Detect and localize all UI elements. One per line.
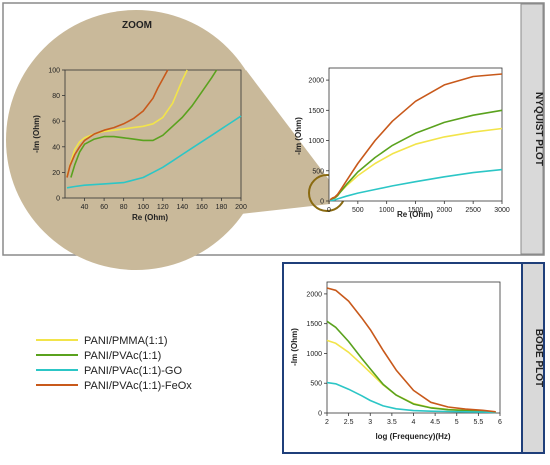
bode-y-tick-label: 1500: [306, 321, 322, 328]
nyquist-x-tick-label: 2500: [465, 207, 481, 214]
legend-label: PANI/PVAc(1:1)-FeOx: [84, 380, 192, 392]
legend-item: PANI/PVAc(1:1)-FeOx: [36, 380, 192, 392]
bode-x-label: log (Frequency)(Hz): [375, 432, 450, 441]
bode-y-tick-label: 2000: [306, 291, 322, 298]
legend-item: PANI/PVAc(1:1): [36, 350, 161, 362]
nyquist-y-tick-label: 1500: [308, 108, 324, 115]
zoom-series-line: [66, 115, 242, 189]
zoom-x-label: Re (Ohm): [132, 213, 168, 222]
nyquist-x-tick-label: 1000: [379, 207, 395, 214]
zoom-y-tick-label: 20: [52, 170, 60, 177]
bode-x-tick-label: 3.5: [387, 419, 397, 426]
nyquist-x-tick-label: 2000: [437, 207, 453, 214]
zoom-y-tick-label: 100: [48, 68, 60, 75]
zoom-x-tick-label: 120: [157, 204, 169, 211]
nyquist-series-line: [330, 168, 503, 202]
bode-x-tick-label: 4: [412, 419, 416, 426]
nyquist-x-tick-label: 1500: [408, 207, 424, 214]
zoom-y-tick-label: 40: [52, 144, 60, 151]
nyquist-x-tick-label: 0: [327, 207, 331, 214]
bode-y-tick-label: 1000: [306, 351, 322, 358]
bode-x-tick-label: 5.5: [474, 419, 484, 426]
nyquist-x-tick-label: 3000: [494, 207, 510, 214]
zoom-title: ZOOM: [122, 20, 152, 31]
zoom-y-tick-label: 60: [52, 119, 60, 126]
nyquist-side-tab: [520, 3, 544, 255]
zoom-y-tick-label: 80: [52, 93, 60, 100]
bode-x-tick-label: 5: [455, 419, 459, 426]
nyquist-side-label: NYQUIST PLOT: [533, 92, 544, 166]
zoom-x-tick-label: 100: [137, 204, 149, 211]
nyquist-y-tick-label: 500: [312, 168, 324, 175]
nyquist-plot-area: [328, 67, 503, 202]
zoom-x-tick-label: 40: [81, 204, 89, 211]
bode-x-tick-label: 3: [368, 419, 372, 426]
bode-y-label: -Im (Ohm): [290, 328, 299, 366]
bode-side-label: BODE PLOT: [533, 329, 544, 387]
zoom-x-tick-label: 80: [120, 204, 128, 211]
bode-y-tick-label: 0: [318, 411, 322, 418]
zoom-y-tick-label: 0: [56, 196, 60, 203]
zoom-series-line: [70, 69, 218, 178]
bode-series-line: [326, 381, 496, 414]
zoom-x-tick-label: 60: [100, 204, 108, 211]
legend-item: PANI/PVAc(1:1)-GO: [36, 365, 182, 377]
zoom-x-tick-label: 140: [176, 204, 188, 211]
legend-item: PANI/PMMA(1:1): [36, 335, 168, 347]
bode-series-line: [326, 320, 496, 413]
bode-x-tick-label: 4.5: [430, 419, 440, 426]
bode-x-tick-label: 6: [498, 419, 502, 426]
zoom-chart: 40 60 80 100 120 140 160 180 200 0 20 40 60 80 100 Re …: [32, 68, 247, 223]
nyquist-x-label: Re (Ohm): [397, 210, 433, 219]
zoom-y-label: -Im (Ohm): [32, 115, 41, 153]
nyquist-series-line: [329, 109, 503, 201]
nyquist-series-line: [329, 73, 503, 201]
bode-series-line: [326, 287, 496, 413]
bode-chart: 2 2.5 3 3.5 4 4.5 5 5.5 6 0 500 1000 1500 2000 log (F…: [290, 281, 502, 441]
nyquist-y-tick-label: 2000: [308, 78, 324, 85]
bode-x-tick-label: 2.5: [344, 419, 354, 426]
legend-label: PANI/PVAc(1:1)-GO: [84, 365, 182, 377]
bode-side-tab: [521, 262, 545, 454]
nyquist-y-tick-label: 1000: [308, 138, 324, 145]
zoom-series-line: [66, 69, 188, 177]
zoom-x-tick-label: 180: [216, 204, 228, 211]
nyquist-y-tick-label: 0: [320, 199, 324, 206]
bode-y-tick-label: 500: [310, 381, 322, 388]
zoom-x-tick-label: 160: [196, 204, 208, 211]
zoom-series-line: [66, 69, 169, 178]
zoom-x-tick-label: 200: [235, 204, 247, 211]
legend-label: PANI/PVAc(1:1): [84, 350, 161, 362]
legend: PANI/PMMA(1:1) PANI/PVAc(1:1) PANI/PVAc(…: [36, 335, 192, 392]
nyquist-x-tick-label: 500: [352, 207, 364, 214]
nyquist-chart: 0 500 1000 1500 2000 2500 3000 0 500 1000 1500 2000…: [294, 67, 510, 219]
legend-label: PANI/PMMA(1:1): [84, 335, 168, 347]
nyquist-y-label: -Im (Ohm): [294, 117, 303, 155]
bode-x-tick-label: 2: [325, 419, 329, 426]
